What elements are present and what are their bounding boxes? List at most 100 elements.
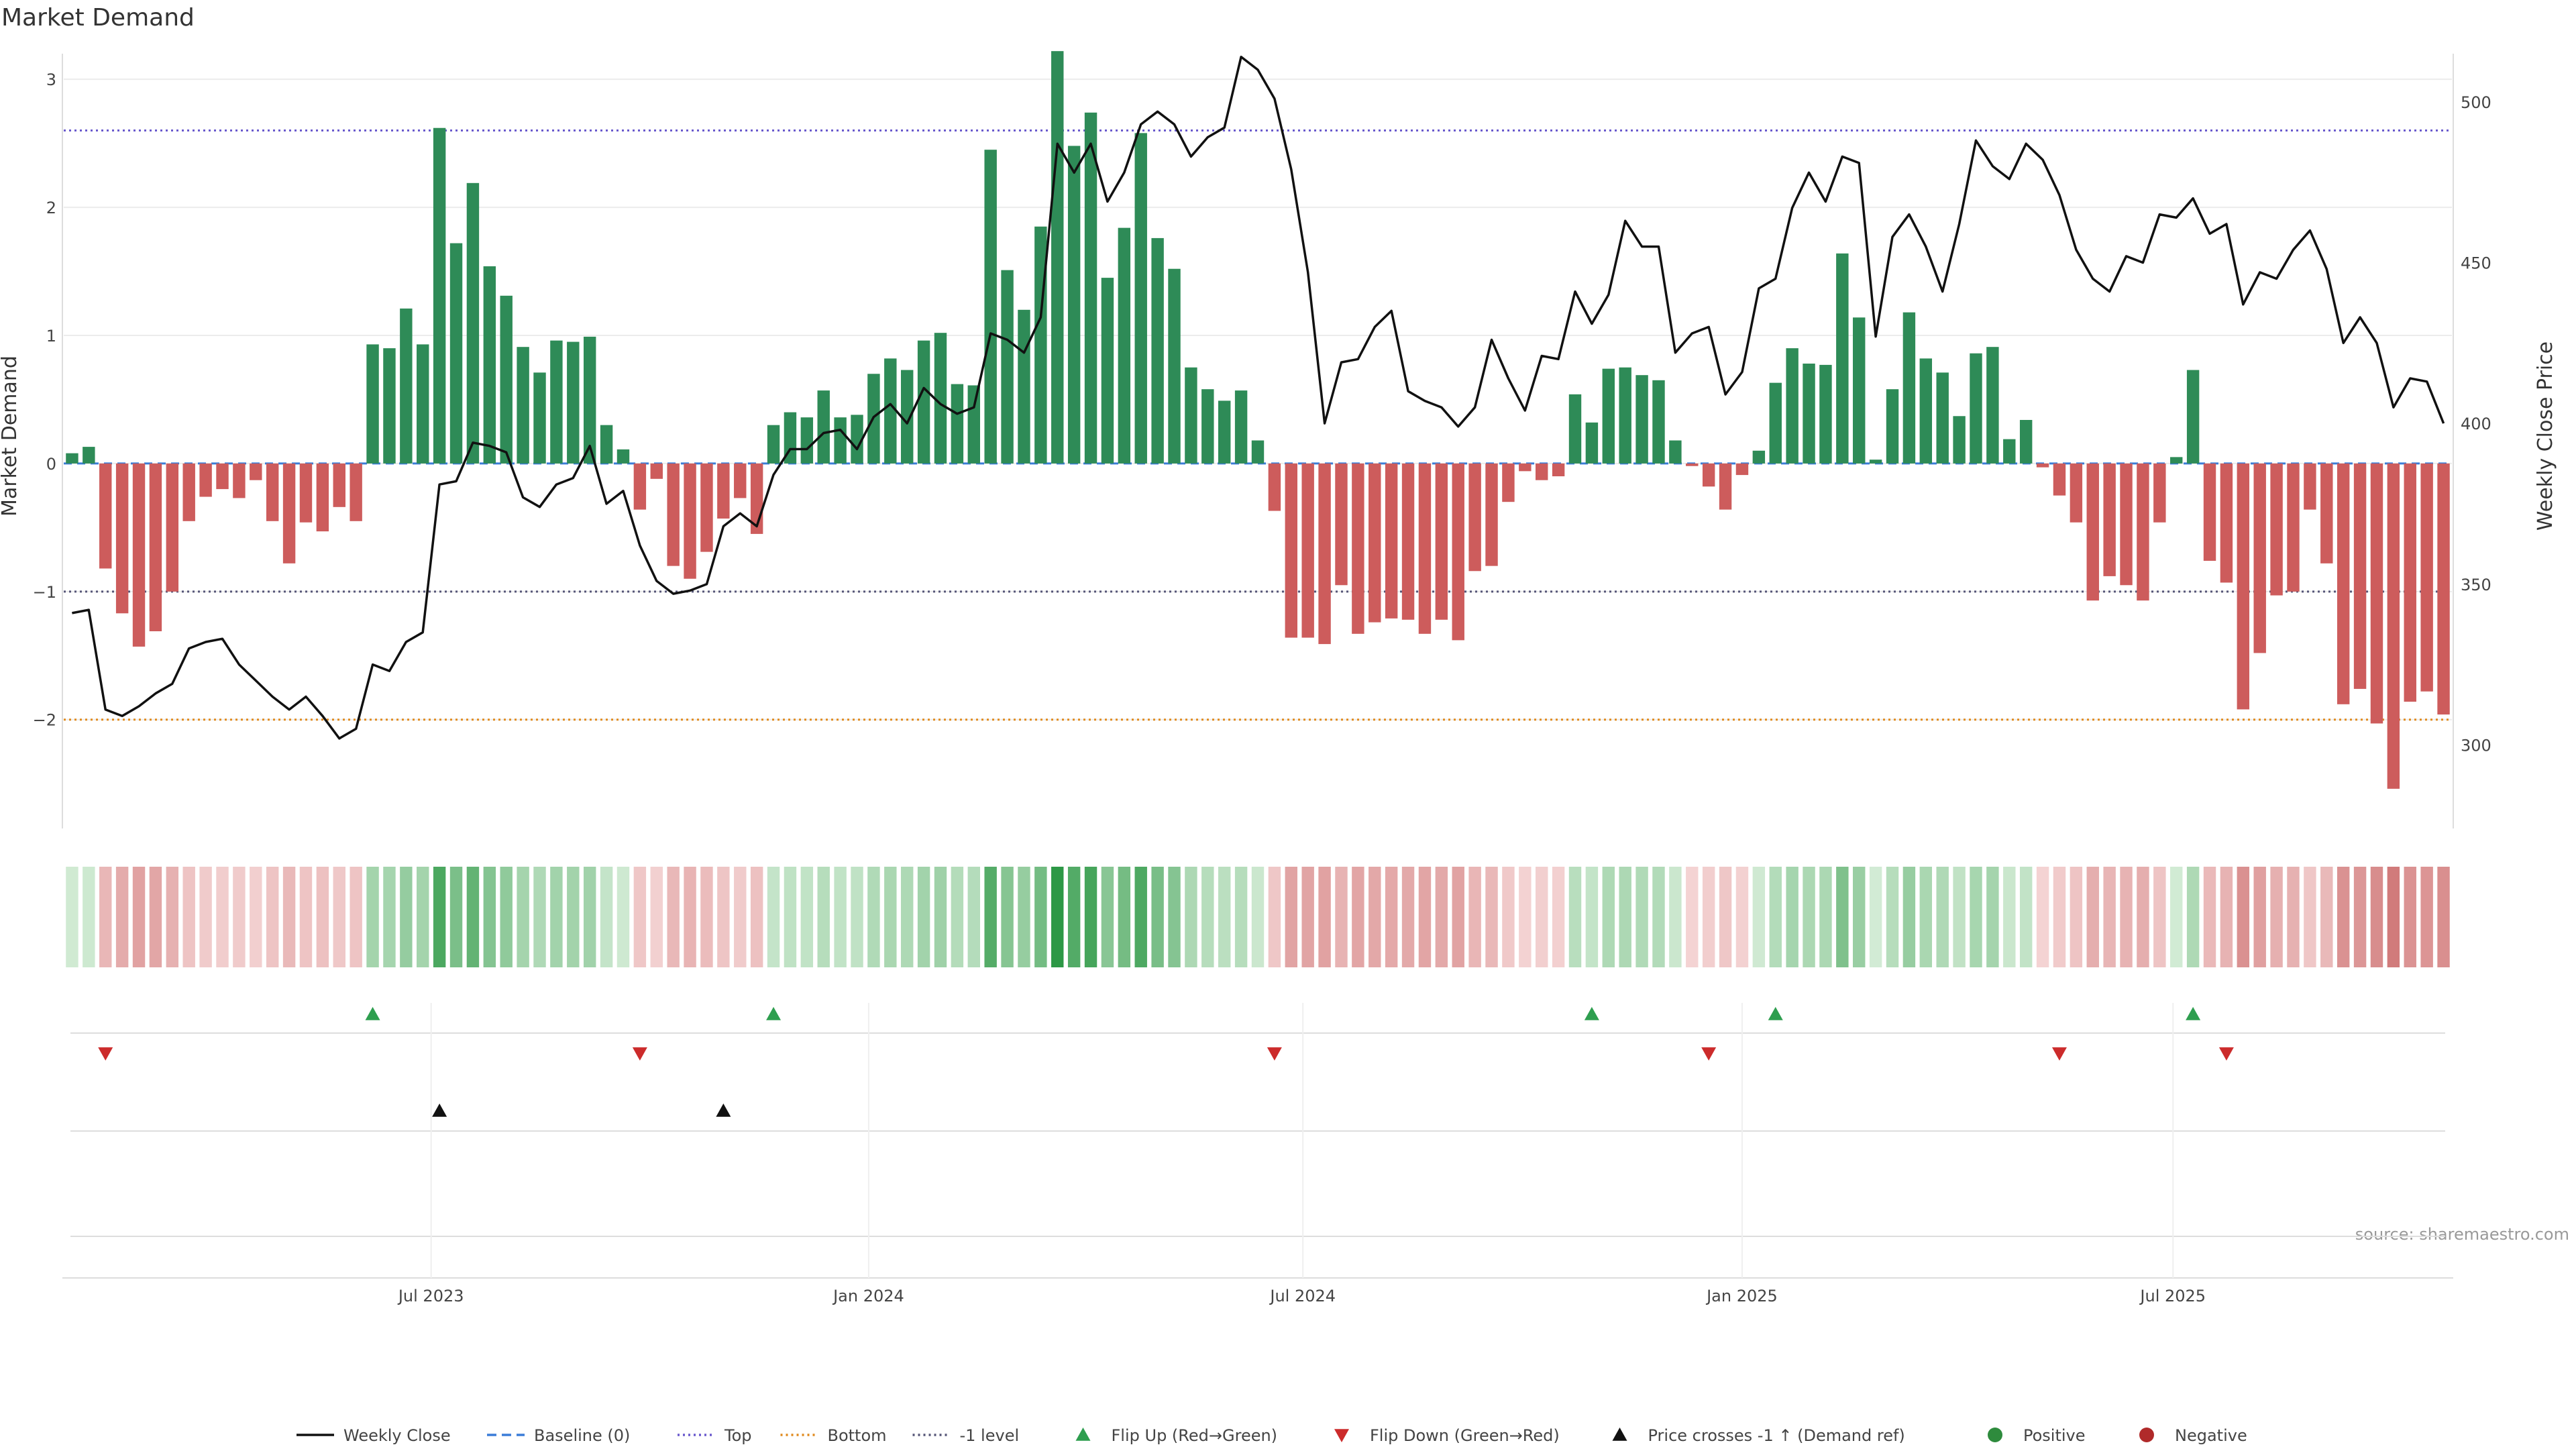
flip-down-marker — [1701, 1047, 1717, 1061]
demand-bar — [1936, 372, 1949, 464]
legend-label: Flip Down (Green→Red) — [1370, 1426, 1560, 1445]
demand-bar — [1519, 463, 1532, 472]
heat-cell — [2019, 867, 2033, 967]
heat-cell — [1803, 867, 1815, 967]
heat-cell — [700, 867, 713, 967]
y-tick-label: −2 — [33, 711, 56, 730]
demand-bar — [166, 463, 179, 592]
heat-cell — [483, 867, 496, 967]
heat-cell — [834, 867, 847, 967]
heat-cell — [2186, 867, 2200, 967]
demand-bar — [1886, 389, 1899, 464]
heat-cell — [1468, 867, 1481, 967]
demand-bar — [1151, 237, 1164, 464]
demand-bar — [1084, 112, 1097, 464]
heat-cell — [2103, 867, 2116, 967]
heat-cell — [2370, 867, 2383, 967]
heat-cell — [1134, 867, 1147, 967]
demand-bar — [667, 463, 680, 566]
demand-bar — [2237, 463, 2250, 710]
heat-cell — [1285, 867, 1298, 967]
flip-up-marker — [2186, 1007, 2201, 1020]
demand-bar — [2086, 463, 2099, 601]
demand-bar — [433, 127, 446, 464]
heat-cell — [567, 867, 580, 967]
heat-cell — [66, 867, 78, 967]
heat-cell — [2003, 867, 2016, 967]
demand-bar — [1803, 364, 1815, 464]
heat-cell — [400, 867, 413, 967]
heat-cell — [350, 867, 362, 967]
demand-bar — [115, 463, 129, 614]
heat-cell — [1602, 867, 1615, 967]
heat-cell — [466, 867, 480, 967]
heat-cell — [851, 867, 863, 967]
demand-bar — [1301, 463, 1314, 638]
demand-bar — [2320, 463, 2333, 564]
demand-bar — [400, 308, 413, 464]
heat-cell — [616, 867, 630, 967]
demand-bar — [2270, 463, 2283, 596]
heat-cell — [2320, 867, 2333, 967]
heat-cell — [2387, 867, 2400, 967]
heat-cell — [817, 867, 830, 967]
heat-cell — [2070, 867, 2083, 967]
heat-cell — [1568, 867, 1582, 967]
heat-cell — [734, 867, 747, 967]
heat-cell — [282, 867, 296, 967]
heat-cell — [800, 867, 814, 967]
heat-cell — [1051, 867, 1064, 967]
heat-cell — [1853, 867, 1866, 967]
demand-bar — [2120, 463, 2133, 586]
demand-bar — [449, 243, 463, 464]
demand-bar — [333, 463, 345, 507]
heat-cell — [1234, 867, 1248, 967]
flip-down-marker — [1267, 1047, 1282, 1061]
demand-bar — [250, 463, 262, 480]
heat-cell — [333, 867, 345, 967]
heat-cell — [934, 867, 947, 967]
y-tick-label: 0 — [46, 455, 56, 474]
x-tick-label: Jul 2025 — [2139, 1287, 2206, 1305]
heat-cell — [2353, 867, 2367, 967]
heat-cell — [115, 867, 129, 967]
legend-item-positive: Positive — [1988, 1426, 2086, 1445]
demand-bar — [1836, 253, 1849, 464]
demand-bar — [1385, 463, 1398, 619]
heat-cell — [1168, 867, 1181, 967]
demand-bar — [216, 463, 229, 490]
legend-item-bottom: Bottom — [780, 1426, 887, 1445]
flip-up-marker — [365, 1007, 380, 1020]
heat-cell — [667, 867, 680, 967]
demand-bar — [1452, 463, 1464, 641]
legend-item-price-crosses-1-demand-ref: Price crosses -1 ↑ (Demand ref) — [1612, 1426, 1905, 1445]
y-axis-title: Market Demand — [0, 356, 21, 517]
demand-bar — [2420, 463, 2433, 692]
heat-cell — [149, 867, 162, 967]
heat-cell — [900, 867, 914, 967]
demand-bar — [1401, 463, 1415, 620]
heat-cell — [216, 867, 229, 967]
heat-cell — [1502, 867, 1515, 967]
heat-cell — [1268, 867, 1281, 967]
flip-down-marker — [98, 1047, 113, 1061]
y2-tick-label: 500 — [2461, 93, 2491, 112]
demand-heat-strip — [66, 867, 2450, 967]
demand-bar — [1001, 270, 1014, 464]
demand-bar — [1418, 463, 1432, 634]
legend-swatch — [1988, 1428, 2002, 1442]
demand-bar — [1536, 463, 1548, 480]
heat-cell — [1869, 867, 1882, 967]
price-cross-marker — [432, 1104, 447, 1117]
demand-bar — [1318, 463, 1331, 645]
demand-bar — [1352, 463, 1364, 634]
demand-bar — [1769, 382, 1782, 464]
demand-bar — [1568, 394, 1582, 464]
heat-cell — [1318, 867, 1331, 967]
heat-cell — [984, 867, 997, 967]
demand-bar — [266, 463, 279, 521]
demand-bar — [1335, 463, 1348, 586]
heat-cell — [1669, 867, 1682, 967]
heat-cell — [1352, 867, 1364, 967]
demand-bar — [1619, 367, 1631, 464]
